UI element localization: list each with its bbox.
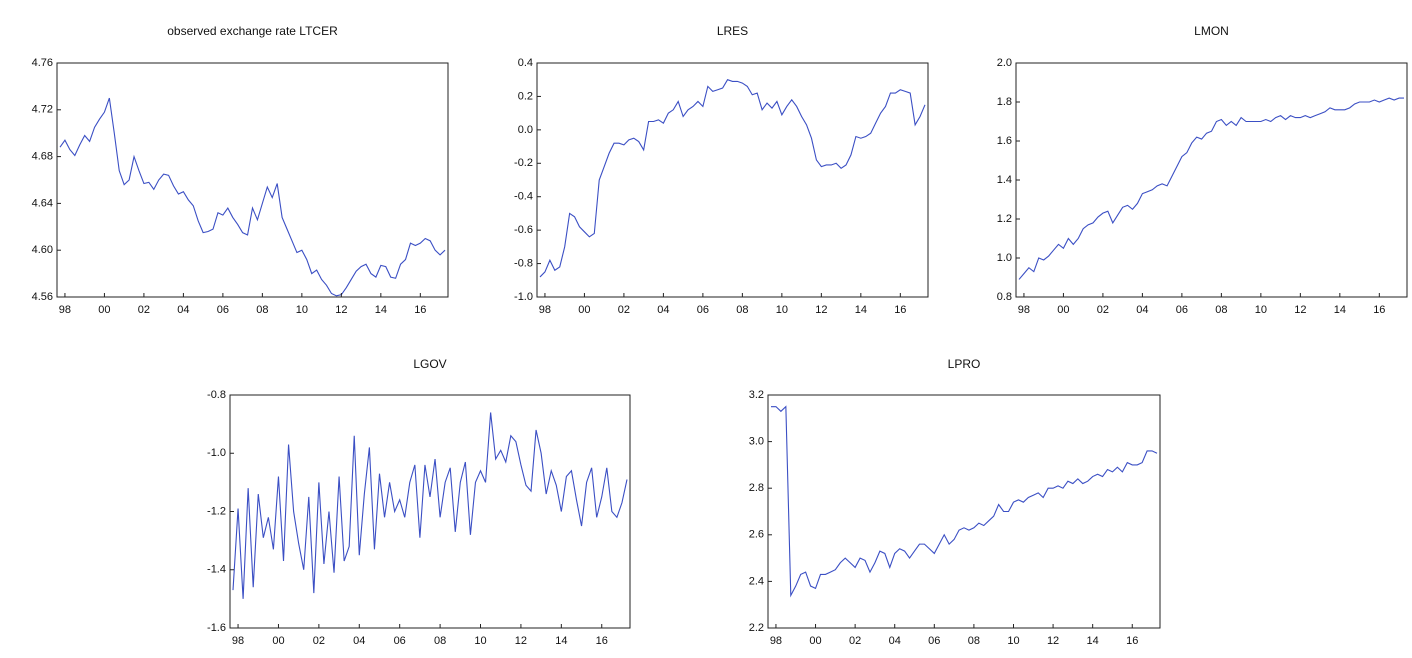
x-tick-label: 98 (539, 304, 551, 316)
y-tick-label: 4.56 (32, 291, 53, 303)
x-tick-label: 10 (1007, 635, 1019, 647)
x-tick-label: 06 (928, 635, 940, 647)
x-tick-label: 98 (1018, 304, 1030, 316)
x-tick-label: 10 (776, 304, 788, 316)
data-line (232, 412, 628, 599)
y-tick-label: -0.8 (514, 257, 533, 269)
x-tick-label: 00 (1057, 304, 1069, 316)
x-tick-label: 08 (1215, 304, 1227, 316)
x-tick-label: 08 (968, 635, 980, 647)
x-tick-label: 00 (98, 304, 110, 316)
x-tick-label: 14 (375, 304, 387, 316)
x-tick-label: 14 (1087, 635, 1099, 647)
x-tick-label: 10 (296, 304, 308, 316)
x-tick-label: 04 (177, 304, 189, 316)
y-tick-label: 4.76 (32, 57, 53, 69)
x-tick-label: 12 (1047, 635, 1059, 647)
y-tick-label: 4.60 (32, 244, 53, 256)
x-tick-label: 04 (889, 635, 901, 647)
y-tick-label: 4.64 (32, 197, 53, 209)
chart-title: LRES (717, 24, 748, 38)
y-tick-label: 4.72 (32, 104, 53, 116)
y-tick-label: -1.6 (207, 622, 226, 634)
x-tick-label: 10 (1255, 304, 1267, 316)
x-tick-label: 98 (59, 304, 71, 316)
y-tick-label: 2.0 (997, 57, 1012, 69)
x-tick-label: 04 (657, 304, 669, 316)
x-tick-label: 00 (578, 304, 590, 316)
y-tick-label: 1.6 (997, 135, 1012, 147)
x-tick-label: 14 (555, 635, 567, 647)
x-tick-label: 06 (217, 304, 229, 316)
x-tick-label: 12 (1294, 304, 1306, 316)
y-tick-label: 2.2 (749, 622, 764, 634)
x-tick-label: 14 (1334, 304, 1346, 316)
x-tick-label: 06 (394, 635, 406, 647)
data-line (1018, 97, 1404, 280)
x-tick-label: 04 (353, 635, 365, 647)
x-tick-label: 06 (1176, 304, 1188, 316)
x-tick-label: 10 (474, 635, 486, 647)
y-tick-label: 1.2 (997, 213, 1012, 225)
y-tick-label: 0.8 (997, 291, 1012, 303)
chart-title: observed exchange rate LTCER (167, 24, 338, 38)
plot-frame (536, 62, 929, 298)
y-tick-label: 0.0 (518, 124, 533, 136)
chart-title: LPRO (948, 357, 981, 371)
y-tick-label: 3.0 (749, 436, 764, 448)
y-tick-label: 1.8 (997, 96, 1012, 108)
x-tick-label: 16 (596, 635, 608, 647)
x-tick-label: 02 (849, 635, 861, 647)
x-tick-label: 16 (894, 304, 906, 316)
x-tick-label: 16 (414, 304, 426, 316)
y-tick-label: -0.2 (514, 157, 533, 169)
x-tick-label: 02 (618, 304, 630, 316)
y-tick-label: 2.6 (749, 529, 764, 541)
plot-frame (56, 62, 449, 298)
x-tick-label: 02 (138, 304, 150, 316)
x-tick-label: 98 (232, 635, 244, 647)
x-tick-label: 16 (1126, 635, 1138, 647)
x-tick-label: 04 (1136, 304, 1148, 316)
x-tick-label: 00 (272, 635, 284, 647)
y-tick-label: 2.8 (749, 482, 764, 494)
y-tick-label: 4.68 (32, 151, 53, 163)
data-line (539, 79, 926, 278)
chart-title: LMON (1194, 24, 1229, 38)
x-tick-label: 02 (1097, 304, 1109, 316)
x-tick-label: 08 (256, 304, 268, 316)
y-tick-label: -0.8 (207, 389, 226, 401)
x-tick-label: 12 (515, 635, 527, 647)
x-tick-label: 12 (335, 304, 347, 316)
y-tick-label: 0.4 (518, 57, 533, 69)
x-tick-label: 08 (434, 635, 446, 647)
x-tick-label: 12 (815, 304, 827, 316)
y-tick-label: -1.4 (207, 564, 226, 576)
y-tick-label: 2.4 (749, 575, 764, 587)
chart-title: LGOV (413, 357, 446, 371)
y-tick-label: 1.4 (997, 174, 1012, 186)
y-tick-label: -1.0 (514, 291, 533, 303)
x-tick-label: 98 (770, 635, 782, 647)
x-tick-label: 06 (697, 304, 709, 316)
y-tick-label: -1.0 (207, 447, 226, 459)
plot-frame (767, 394, 1161, 629)
x-tick-label: 14 (855, 304, 867, 316)
x-tick-label: 08 (736, 304, 748, 316)
y-tick-label: 1.0 (997, 252, 1012, 264)
x-tick-label: 16 (1373, 304, 1385, 316)
y-tick-label: 0.2 (518, 90, 533, 102)
y-tick-label: 3.2 (749, 389, 764, 401)
y-tick-label: -0.6 (514, 224, 533, 236)
y-tick-label: -0.4 (514, 191, 533, 203)
y-tick-label: -1.2 (207, 505, 226, 517)
data-line (771, 405, 1158, 598)
data-line (59, 97, 446, 297)
x-tick-label: 00 (809, 635, 821, 647)
x-tick-label: 02 (313, 635, 325, 647)
